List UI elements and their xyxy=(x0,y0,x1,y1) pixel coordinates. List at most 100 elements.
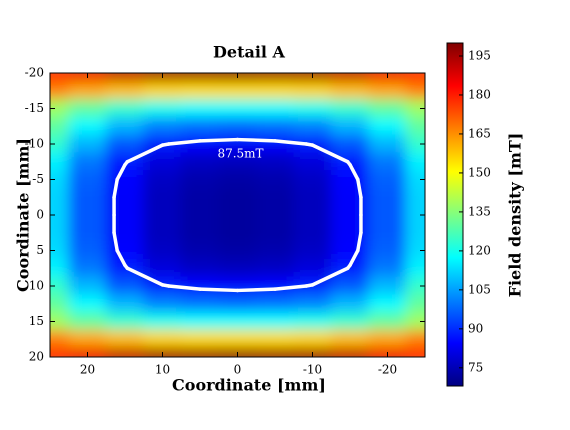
colorbar-label: Field density [mT] xyxy=(506,133,525,298)
heat-cell xyxy=(50,329,70,349)
heat-cell xyxy=(293,99,332,118)
heat-cell xyxy=(218,99,257,118)
heat-cell xyxy=(50,81,70,101)
heat-cell xyxy=(330,312,370,331)
heat-cell xyxy=(68,223,107,243)
contour-line xyxy=(167,139,202,146)
contour-line xyxy=(356,231,363,253)
heat-cell xyxy=(405,312,425,331)
heat-cell xyxy=(330,276,370,296)
contour-label: 87.5mT xyxy=(217,147,263,161)
heat-cell xyxy=(180,276,220,296)
heat-cell xyxy=(330,223,370,243)
contour-line xyxy=(198,287,240,293)
heat-cell xyxy=(50,205,70,225)
heat-cell xyxy=(293,81,332,101)
contour-line xyxy=(125,143,165,164)
colorbar-tick-label: 135 xyxy=(468,204,491,218)
heat-cell xyxy=(68,276,107,296)
heat-cell xyxy=(105,223,145,243)
heat-cell xyxy=(218,312,257,331)
heat-cell xyxy=(255,205,295,225)
heat-cell xyxy=(368,329,407,349)
heat-cell xyxy=(143,99,182,118)
heat-cell xyxy=(105,73,145,83)
contour-line xyxy=(198,137,240,143)
heat-cell xyxy=(143,152,182,172)
y-tick-label: -20 xyxy=(25,66,44,80)
heat-cell xyxy=(293,294,332,314)
contour-line xyxy=(310,143,350,164)
contour-line xyxy=(125,266,165,287)
x-tick-label: 20 xyxy=(80,363,95,377)
heat-cell xyxy=(405,99,425,118)
heat-cell xyxy=(180,73,220,83)
heat-cell xyxy=(405,187,425,207)
heat-cell xyxy=(368,134,407,154)
heat-cell xyxy=(330,241,370,260)
heat-cell xyxy=(405,116,425,136)
colorbar-tick-label: 120 xyxy=(468,243,491,257)
y-axis-label: Coordinate [mm] xyxy=(14,138,33,292)
y-tick-label: -15 xyxy=(25,101,44,115)
heat-cell xyxy=(50,152,70,172)
heat-cell xyxy=(68,152,107,172)
heat-cell xyxy=(180,187,220,207)
colorbar-tick-label: 165 xyxy=(468,126,491,140)
chart-title: Detail A xyxy=(213,43,286,62)
heat-cell xyxy=(50,276,70,296)
heat-cell xyxy=(255,258,295,278)
heat-cell xyxy=(368,99,407,118)
heat-cell xyxy=(180,347,220,357)
heat-cell xyxy=(50,134,70,154)
heat-cell xyxy=(180,116,220,136)
heat-cell xyxy=(405,170,425,189)
heat-cell xyxy=(218,152,257,172)
heat-cell xyxy=(293,223,332,243)
heat-cell xyxy=(405,294,425,314)
heat-cell xyxy=(405,152,425,172)
colorbar-tick-label: 90 xyxy=(468,321,483,335)
heat-cell xyxy=(368,276,407,296)
colorbar-tick-label: 150 xyxy=(468,165,491,179)
heat-cell xyxy=(405,347,425,357)
heat-cell xyxy=(255,116,295,136)
heat-cell xyxy=(180,170,220,189)
heat-cell xyxy=(405,258,425,278)
contour-line xyxy=(112,231,119,253)
heat-cell xyxy=(105,312,145,331)
heat-cell xyxy=(50,312,70,331)
heat-cell xyxy=(405,223,425,243)
heat-cell xyxy=(105,205,145,225)
heat-cell xyxy=(405,241,425,260)
x-tick-label: -20 xyxy=(378,363,397,377)
heat-cell xyxy=(50,223,70,243)
heat-cell xyxy=(68,81,107,101)
heat-cell xyxy=(330,170,370,189)
heat-cell xyxy=(105,294,145,314)
heat-cell xyxy=(368,223,407,243)
heat-cell xyxy=(143,294,182,314)
heat-cell xyxy=(68,187,107,207)
heat-cell xyxy=(293,152,332,172)
heat-cell xyxy=(50,258,70,278)
contours: 87.5mT xyxy=(112,137,363,293)
contour-line xyxy=(115,248,127,268)
heat-cell xyxy=(143,223,182,243)
heat-cell xyxy=(368,205,407,225)
heat-cell xyxy=(368,152,407,172)
y-tick-label: 20 xyxy=(29,350,44,364)
heat-cell xyxy=(50,99,70,118)
heat-cell xyxy=(405,205,425,225)
heat-cell xyxy=(255,347,295,357)
heat-cell xyxy=(405,276,425,296)
heat-cell xyxy=(180,205,220,225)
heat-cell xyxy=(105,241,145,260)
heat-cell xyxy=(330,116,370,136)
heat-cell xyxy=(105,134,145,154)
heat-cell xyxy=(68,241,107,260)
heat-cell xyxy=(368,258,407,278)
heat-cell xyxy=(293,241,332,260)
heat-cell xyxy=(293,170,332,189)
heat-cell xyxy=(330,73,370,83)
